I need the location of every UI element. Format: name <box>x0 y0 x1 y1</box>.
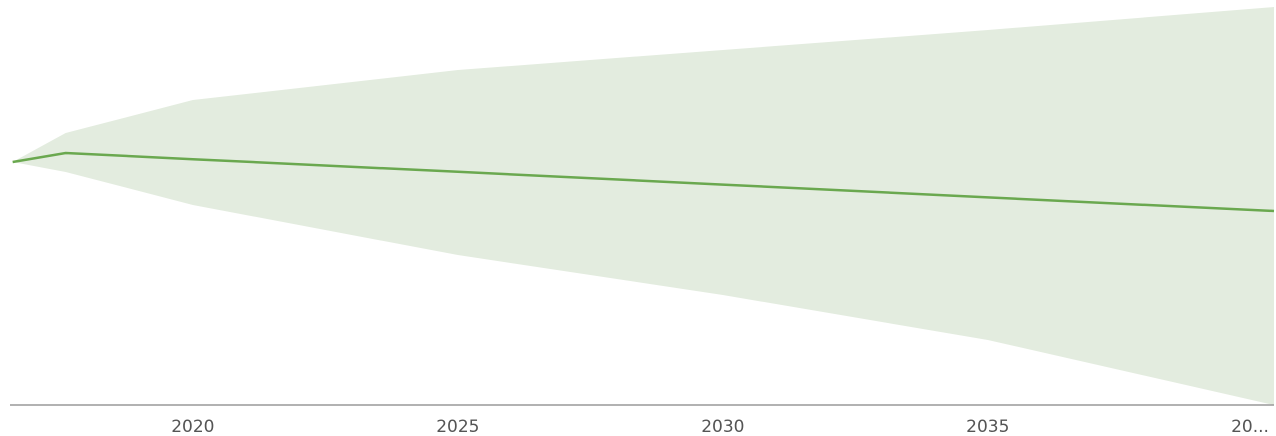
x-tick-label: 2025 <box>436 417 479 436</box>
confidence-band <box>12 7 1274 405</box>
x-tick-label: 20... <box>1231 417 1269 436</box>
trend-line <box>12 151 1275 213</box>
x-tick-label: 2035 <box>966 417 1009 436</box>
x-tick-label: 2030 <box>701 417 744 436</box>
x-tick-label: 2020 <box>171 417 214 436</box>
